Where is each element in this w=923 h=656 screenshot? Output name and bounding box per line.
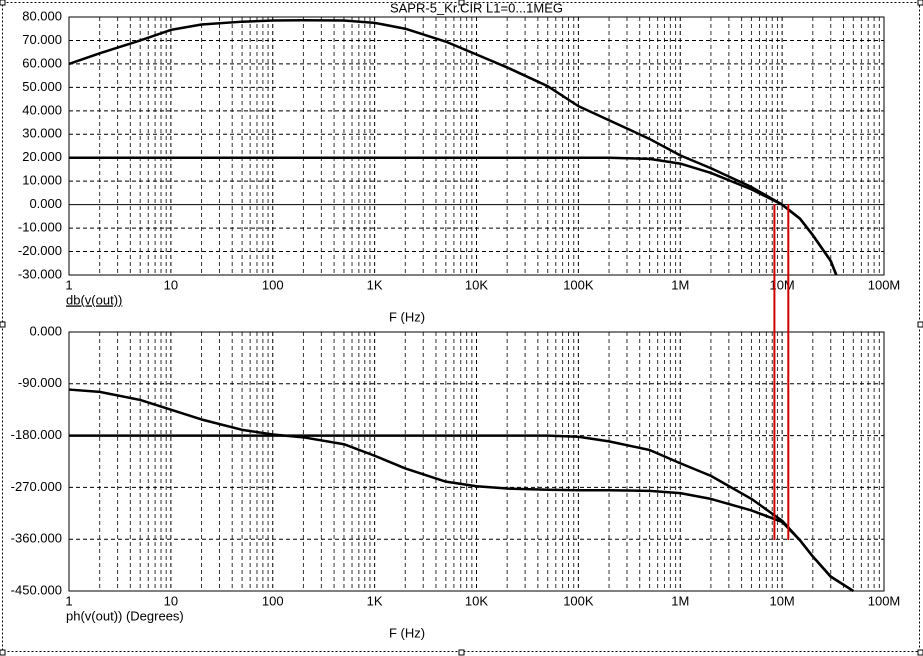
- y-tick-label: -270.000: [11, 479, 62, 494]
- y-tick-label: 0.000: [29, 196, 62, 211]
- curve: [68, 388, 855, 593]
- plot-frame: [68, 331, 885, 592]
- x-tick-label: 10K: [465, 593, 488, 608]
- y-tick-label: 10.000: [22, 173, 62, 188]
- x-tick-label: 10: [164, 277, 178, 292]
- x-tick-label: 1K: [367, 593, 383, 608]
- x-tick-label: 10K: [465, 277, 488, 292]
- y-axis-label: ph(v(out)) (Degrees): [66, 608, 184, 623]
- y-tick-label: -90.000: [18, 375, 62, 390]
- plot-frame: [68, 16, 885, 276]
- y-tick-label: 30.000: [22, 126, 62, 141]
- x-tick-label: 1M: [671, 277, 689, 292]
- x-tick-label: 10: [164, 593, 178, 608]
- y-tick-label: -450.000: [11, 582, 62, 597]
- curve: [69, 434, 855, 593]
- x-tick-label: 10M: [769, 277, 794, 292]
- y-tick-label: -180.000: [11, 427, 62, 442]
- x-tick-label: 100: [262, 277, 284, 292]
- x-tick-label: 10M: [769, 593, 794, 608]
- y-tick-label: 0.000: [29, 323, 62, 338]
- y-axis-label: db(v(out)): [66, 292, 122, 307]
- x-tick-label: 100K: [563, 593, 594, 608]
- y-tick-label: 40.000: [22, 102, 62, 117]
- x-axis-label: F (Hz): [389, 625, 425, 640]
- y-tick-label: 60.000: [22, 55, 62, 70]
- x-tick-label: 1K: [367, 277, 383, 292]
- y-tick-label: -30.000: [18, 266, 62, 281]
- y-tick-label: 50.000: [22, 79, 62, 94]
- curve: [69, 156, 838, 276]
- chart-title: SAPR-5_Kr.CIR L1=0...1MEG: [390, 0, 563, 15]
- x-tick-label: 100M: [868, 277, 901, 292]
- y-tick-label: 20.000: [22, 149, 62, 164]
- x-axis-label: F (Hz): [389, 309, 425, 324]
- y-tick-label: -360.000: [11, 531, 62, 546]
- x-tick-label: 1M: [671, 593, 689, 608]
- y-tick-label: -10.000: [18, 220, 62, 235]
- y-tick-label: 80.000: [22, 8, 62, 23]
- x-tick-label: 100K: [563, 277, 594, 292]
- curve: [68, 19, 838, 276]
- x-tick-label: 100: [262, 593, 284, 608]
- x-tick-label: 100M: [868, 593, 901, 608]
- y-tick-label: -20.000: [18, 243, 62, 258]
- x-tick-label: 1: [65, 277, 72, 292]
- x-tick-label: 1: [65, 593, 72, 608]
- y-tick-label: 70.000: [22, 32, 62, 47]
